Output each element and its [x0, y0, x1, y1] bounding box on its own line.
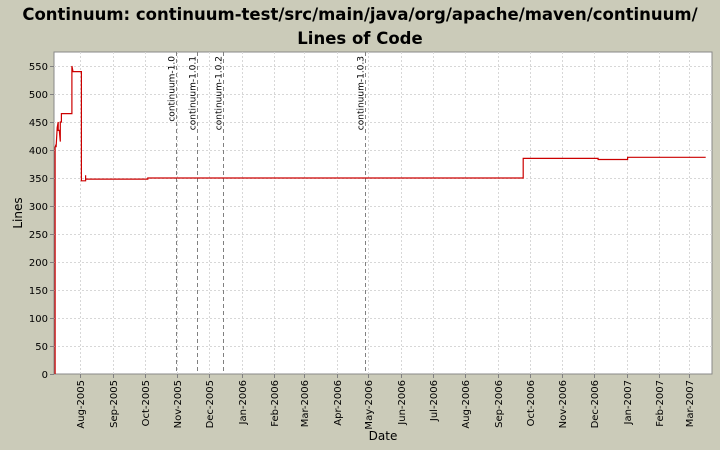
- x-tick-label: Mar-2006: [300, 380, 311, 427]
- release-markers: continuum-1.0 continuum-1.0.1 continuum-1.…: [168, 52, 367, 374]
- release-marker-label: continuum-1.0: [168, 56, 178, 122]
- release-marker-label: continuum-1.0.3: [357, 56, 367, 130]
- y-tick-label: 550: [29, 62, 48, 73]
- y-tick-label: 50: [35, 342, 48, 353]
- x-tick-label: Oct-2006: [526, 380, 537, 426]
- release-marker-label: continuum-1.0.2: [215, 56, 225, 130]
- series-layer: [54, 65, 706, 374]
- grid-lines: [54, 52, 712, 374]
- x-tick-label: Aug-2006: [461, 380, 472, 429]
- y-tick-label: 300: [29, 202, 48, 213]
- x-tick-label: Feb-2007: [655, 380, 666, 427]
- x-tick-label: Oct-2005: [141, 380, 152, 426]
- x-tick-label: Sep-2005: [109, 380, 120, 428]
- x-axis-title: Date: [369, 429, 398, 443]
- y-tick-label: 150: [29, 286, 48, 297]
- x-tick-label: Apr-2006: [333, 380, 344, 426]
- y-tick-label: 450: [29, 118, 48, 129]
- y-tick-label: 250: [29, 230, 48, 241]
- y-axis-title: Lines: [11, 197, 25, 228]
- x-tick-label: May-2006: [364, 380, 375, 430]
- x-tick-label: Jan-2006: [238, 380, 249, 425]
- y-tick-label: 400: [29, 146, 48, 157]
- y-tick-label: 200: [29, 258, 48, 269]
- y-tick-label: 0: [42, 370, 48, 381]
- x-tick-label: Nov-2005: [173, 380, 184, 428]
- x-tick-label: Nov-2006: [558, 380, 569, 428]
- x-tick-label: Dec-2005: [205, 380, 216, 428]
- x-tick-label: Jul-2006: [429, 380, 440, 422]
- x-tick-label: Jun-2006: [397, 380, 408, 426]
- series-line: [54, 65, 706, 374]
- x-tick-label: Jan-2007: [623, 380, 634, 425]
- x-tick-label: Sep-2006: [494, 380, 505, 428]
- chart-title: Continuum: continuum-test/src/main/java/…: [22, 5, 698, 48]
- x-tick-label: Dec-2006: [590, 380, 601, 428]
- y-tick-label: 100: [29, 314, 48, 325]
- y-tick-label: 350: [29, 174, 48, 185]
- release-marker-label: continuum-1.0.1: [189, 56, 199, 130]
- y-tick-label: 500: [29, 90, 48, 101]
- x-tick-label: Feb-2006: [270, 380, 281, 427]
- x-tick-label: Aug-2005: [76, 380, 87, 429]
- x-tick-label: Mar-2007: [685, 380, 696, 427]
- plot-area: [53, 51, 713, 375]
- axes: 0 50 100 150 200 250 300 350 400 450 500 550 Aug-200…: [29, 62, 696, 430]
